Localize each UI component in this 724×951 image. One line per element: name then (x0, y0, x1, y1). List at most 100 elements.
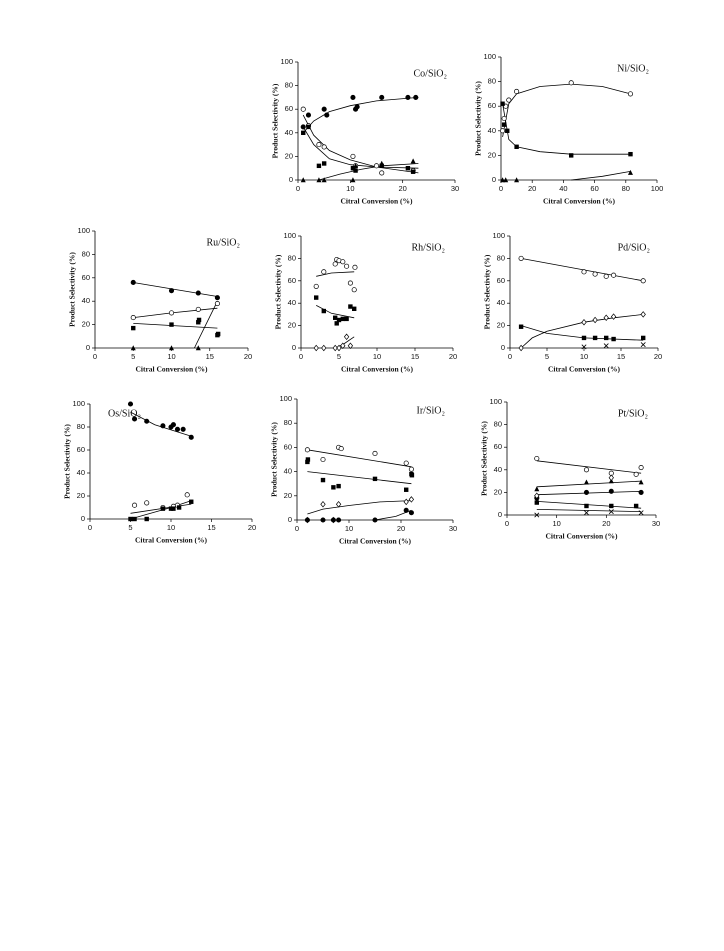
y-tick-label: 0 (289, 175, 293, 184)
point (518, 344, 524, 352)
y-tick-label: 100 (492, 231, 505, 240)
y-tick-label: 100 (72, 399, 85, 408)
point (128, 516, 133, 522)
fit-line (316, 305, 355, 319)
panel-title: Ru/SiO₂ (207, 237, 241, 248)
y-tick-label: 20 (77, 491, 85, 500)
x-tick-label: 20 (244, 352, 252, 361)
point (350, 153, 356, 159)
x-tick-label: 5 (545, 352, 549, 361)
point (581, 344, 587, 350)
point (130, 315, 136, 321)
x-tick-label: 60 (590, 184, 598, 193)
point (640, 278, 646, 284)
x-tick-label: 15 (206, 352, 214, 361)
fit-line (307, 449, 412, 468)
y-axis-label: Product Selectivity (%) (271, 83, 280, 158)
point (353, 168, 358, 173)
point (321, 177, 327, 183)
point (132, 416, 138, 422)
y-tick-label: 20 (284, 491, 292, 500)
x-tick-label: 80 (622, 184, 630, 193)
point (313, 344, 319, 352)
point (316, 177, 322, 183)
fit-line (316, 271, 355, 277)
panel-title: Rh/SiO₂ (412, 242, 446, 253)
y-tick-label: 80 (494, 420, 502, 429)
x-axis-label: Citral Conversion (%) (135, 536, 208, 545)
point (514, 177, 520, 183)
point (300, 106, 306, 112)
x-tick-label: 15 (411, 352, 419, 361)
point (320, 501, 326, 508)
point (169, 322, 174, 327)
x-tick-label: 0 (299, 352, 303, 361)
y-axis-label: Product Selectivity (%) (480, 421, 489, 496)
y-tick-label: 100 (77, 226, 90, 235)
y-tick-label: 60 (288, 276, 296, 285)
point (640, 342, 646, 348)
point (168, 310, 175, 316)
x-tick-label: 5 (128, 523, 132, 532)
point (501, 122, 507, 127)
panel: 0 20 40 60 80 100 0 5 10 15 20 Citral Conversion (%… (274, 231, 457, 374)
y-tick-label: 60 (285, 104, 293, 113)
point (320, 517, 326, 523)
y-tick-label: 60 (82, 273, 90, 282)
point (324, 112, 330, 118)
point (131, 325, 136, 331)
point (534, 455, 540, 462)
point (352, 306, 357, 311)
point (132, 502, 138, 508)
point (603, 314, 609, 322)
x-tick-label: 10 (552, 519, 560, 528)
y-tick-label: 40 (288, 298, 296, 307)
point (304, 517, 310, 523)
point (168, 288, 175, 294)
y-tick-label: 20 (288, 321, 296, 330)
x-tick-label: 0 (499, 184, 503, 193)
point (160, 506, 166, 511)
x-axis-label: Citral Conversion (%) (548, 365, 621, 374)
x-tick-label: 10 (167, 523, 175, 532)
y-tick-label: 20 (488, 150, 496, 159)
point (611, 336, 616, 342)
point (500, 101, 505, 106)
x-axis-label: Citral Conversion (%) (545, 532, 618, 541)
point (336, 317, 342, 323)
point (336, 344, 342, 352)
panel: 0 20 40 60 80 100 0 5 10 15 20 Citral Conversion (%… (68, 226, 252, 374)
y-tick-label: 0 (292, 343, 296, 352)
point (305, 459, 310, 465)
point (409, 473, 415, 478)
point (353, 163, 359, 169)
y-tick-label: 20 (494, 487, 502, 496)
point (403, 498, 409, 506)
y-tick-label: 60 (494, 442, 502, 451)
y-tick-label: 80 (285, 81, 293, 90)
point (195, 345, 201, 351)
y-tick-label: 40 (82, 296, 90, 305)
panel-title: Ni/SiO₂ (617, 63, 649, 74)
y-axis-label: Product Selectivity (%) (483, 254, 492, 329)
point (335, 501, 342, 508)
fit-line (536, 509, 642, 512)
fit-line (302, 97, 419, 134)
point (592, 316, 598, 324)
point (514, 88, 520, 94)
point (583, 479, 589, 485)
point (603, 343, 609, 349)
point (628, 151, 633, 157)
point (214, 300, 220, 307)
point (633, 503, 639, 509)
point (633, 471, 639, 477)
point (343, 333, 350, 341)
point (372, 450, 378, 457)
point (321, 308, 326, 314)
point (189, 499, 194, 504)
point (304, 447, 310, 453)
y-tick-label: 80 (82, 249, 90, 258)
point (334, 321, 339, 326)
point (372, 517, 378, 523)
x-tick-label: 0 (93, 352, 97, 361)
